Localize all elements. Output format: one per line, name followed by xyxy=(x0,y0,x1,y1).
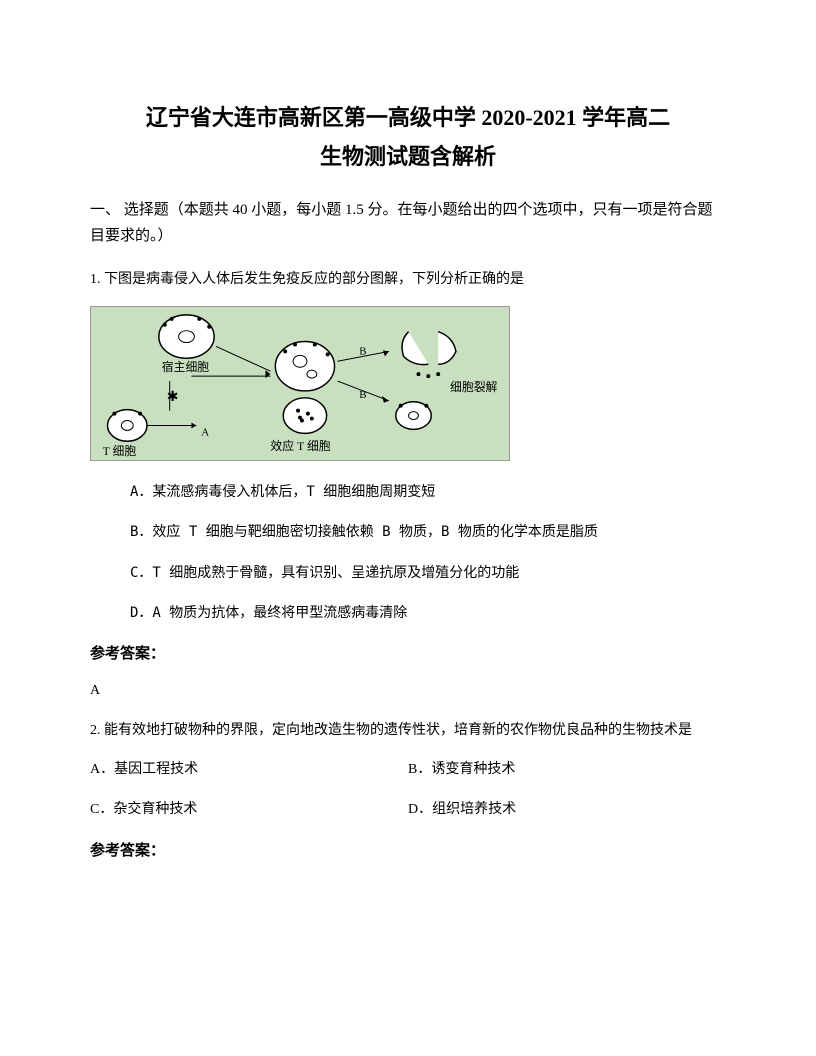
label-b-1: B xyxy=(359,345,366,357)
label-b-2: B xyxy=(359,389,366,401)
q1-answer-label: 参考答案： xyxy=(90,642,726,666)
q2-option-c: C．杂交育种技术 xyxy=(90,799,408,821)
question-1-text: 1. 下图是病毒侵入人体后发生免疫反应的部分图解，下列分析正确的是 xyxy=(90,269,726,291)
q2-option-b: B．诱变育种技术 xyxy=(408,759,726,781)
host-cell-label: 宿主细胞 xyxy=(162,360,209,374)
q1-answer: A xyxy=(90,680,726,702)
question-2-text: 2. 能有效地打破物种的界限，定向地改造生物的遗传性状，培育新的农作物优良品种的… xyxy=(90,719,726,743)
effector-t-label: 效应 T 细胞 xyxy=(270,439,330,453)
document-title-line2: 生物测试题含解析 xyxy=(90,139,726,174)
q1-option-b: B．效应 T 细胞与靶细胞密切接触依赖 B 物质，B 物质的化学本质是脂质 xyxy=(130,521,726,543)
svg-text:✱: ✱ xyxy=(167,389,179,404)
q2-option-a: A．基因工程技术 xyxy=(90,759,408,781)
q1-option-d: D．A 物质为抗体，最终将甲型流感病毒清除 xyxy=(130,602,726,624)
q1-option-a: A．某流感病毒侵入机体后，T 细胞细胞周期变短 xyxy=(130,481,726,503)
q2-option-d: D．组织培养技术 xyxy=(408,799,726,821)
label-a: A xyxy=(201,426,209,438)
q1-option-c: C．T 细胞成熟于骨髓，具有识别、呈递抗原及增殖分化的功能 xyxy=(130,562,726,584)
cell-lysis-label: 细胞裂解 xyxy=(450,380,497,394)
t-cell-label: T 细胞 xyxy=(103,444,137,458)
section-header: 一、 选择题（本题共 40 小题，每小题 1.5 分。在每小题给出的四个选项中，… xyxy=(90,198,726,249)
q2-options-row1: A．基因工程技术 B．诱变育种技术 xyxy=(90,759,726,781)
q2-answer-label: 参考答案： xyxy=(90,839,726,863)
immune-diagram: 宿主细胞 T 细胞 ✱ A xyxy=(90,306,510,461)
diagram-container: 宿主细胞 T 细胞 ✱ A xyxy=(90,306,726,461)
q2-options-row2: C．杂交育种技术 D．组织培养技术 xyxy=(90,799,726,821)
document-title-line1: 辽宁省大连市高新区第一高级中学 2020-2021 学年高二 xyxy=(90,100,726,135)
